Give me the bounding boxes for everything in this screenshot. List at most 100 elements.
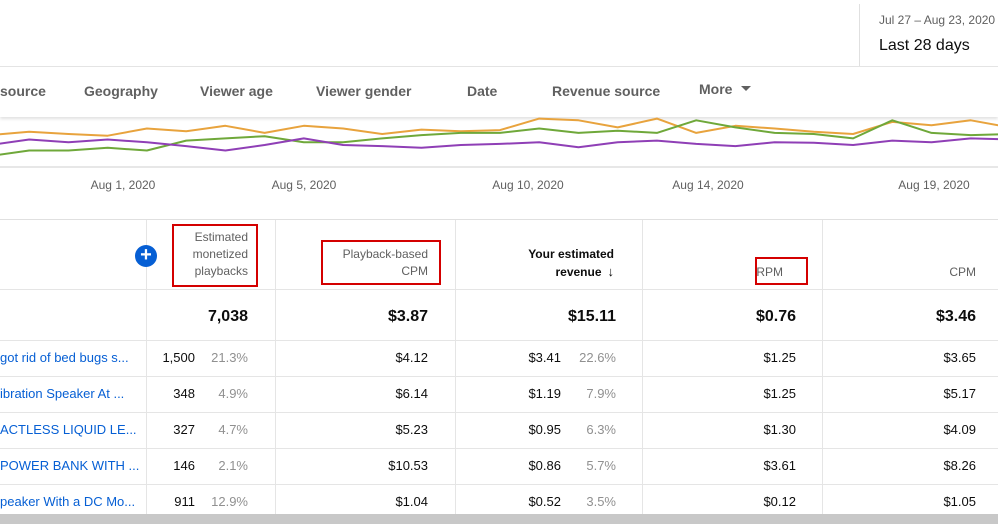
video-title-link[interactable]: ACTLESS LIQUID LE...: [0, 422, 137, 437]
playback-cpm-value: $10.53: [388, 458, 428, 473]
cpm-value: $5.17: [943, 386, 976, 401]
header-cpm[interactable]: CPM: [880, 264, 976, 281]
column-divider: [455, 220, 456, 515]
x-tick-label: Aug 1, 2020: [90, 178, 156, 192]
header-rpm[interactable]: RPM: [700, 264, 783, 281]
playbacks-percent: 4.7%: [218, 422, 248, 437]
table-row[interactable]: peaker With a DC Mo... 911 12.9% $1.04 $…: [0, 484, 998, 520]
header-line: Your estimated: [528, 247, 614, 261]
row-divider: [0, 376, 998, 377]
total-cpm: $3.46: [935, 308, 976, 325]
highlight-box: [755, 257, 808, 285]
x-tick-label: Aug 10, 2020: [492, 178, 564, 192]
header-line: Playback-based: [342, 247, 428, 261]
table-row[interactable]: POWER BANK WITH ... 146 2.1% $10.53 $0.8…: [0, 448, 998, 484]
table-row[interactable]: ACTLESS LIQUID LE... 327 4.7% $5.23 $0.9…: [0, 412, 998, 448]
playbacks-value: 911: [174, 494, 195, 509]
header-playback-based-cpm[interactable]: Playback-based CPM: [300, 246, 428, 280]
tab-viewer-gender[interactable]: Viewer gender: [316, 83, 412, 99]
revenue-value: $0.95: [528, 422, 561, 437]
tab-revenue-source[interactable]: Revenue source: [552, 83, 661, 99]
revenue-percent: 3.5%: [586, 494, 616, 509]
tab-traffic-source[interactable]: source: [0, 83, 46, 99]
playbacks-value: 327: [173, 422, 195, 437]
report-tabs: source Geography Viewer age Viewer gende…: [0, 67, 998, 117]
revenue-value: $1.19: [528, 386, 561, 401]
total-rpm: $0.76: [755, 308, 796, 325]
x-tick-label: Aug 19, 2020: [898, 178, 970, 192]
cpm-value: $3.65: [943, 350, 976, 365]
row-divider: [0, 412, 998, 413]
revenue-value: $0.52: [528, 494, 561, 509]
header-line: revenue: [555, 265, 602, 279]
row-divider: [0, 289, 998, 290]
row-divider: [0, 340, 998, 341]
header-line: playbacks: [194, 264, 248, 278]
rpm-value: $0.12: [763, 494, 796, 509]
cpm-value: $1.05: [943, 494, 976, 509]
video-title-link[interactable]: peaker With a DC Mo...: [0, 494, 136, 509]
row-divider: [0, 448, 998, 449]
header-estimated-monetized-playbacks[interactable]: Estimated monetized playbacks: [150, 229, 248, 280]
playbacks-percent: 4.9%: [218, 386, 248, 401]
column-divider: [146, 220, 147, 515]
date-preset-label: Last 28 days: [879, 37, 970, 54]
revenue-percent: 7.9%: [586, 386, 616, 401]
table-row[interactable]: got rid of bed bugs s... 1,500 21.3% $4.…: [0, 340, 998, 376]
top-bar: Jul 27 – Aug 23, 2020 Last 28 days: [0, 0, 998, 67]
column-divider: [275, 220, 276, 515]
header-line: RPM: [756, 265, 783, 279]
tab-viewer-age[interactable]: Viewer age: [200, 83, 273, 99]
x-tick-label: Aug 5, 2020: [271, 178, 337, 192]
revenue-percent: 5.7%: [586, 458, 616, 473]
series-line-2: [0, 137, 998, 152]
total-playbacks: 7,038: [207, 308, 248, 325]
rpm-value: $1.30: [763, 422, 796, 437]
playbacks-value: 146: [173, 458, 195, 473]
playback-cpm-value: $1.04: [395, 494, 428, 509]
header-estimated-revenue[interactable]: Your estimated revenue ↓: [470, 246, 614, 281]
tab-date[interactable]: Date: [467, 83, 498, 99]
highlight-box: [172, 224, 258, 287]
series-line-1: [0, 119, 998, 156]
header-line: CPM: [949, 265, 976, 279]
table-row[interactable]: ibration Speaker At ... 348 4.9% $6.14 $…: [0, 376, 998, 412]
chart-plot: [0, 117, 998, 168]
sort-descending-icon: ↓: [607, 264, 615, 279]
total-playback-cpm: $3.87: [387, 308, 428, 325]
playbacks-value: 1,500: [162, 350, 195, 365]
playbacks-percent: 12.9%: [211, 494, 248, 509]
playbacks-percent: 21.3%: [211, 350, 248, 365]
tab-more[interactable]: More: [699, 81, 752, 97]
add-metric-button[interactable]: +: [135, 245, 157, 267]
date-range-text: Jul 27 – Aug 23, 2020: [879, 13, 996, 27]
metrics-table: + Estimated monetized playbacks Playback…: [0, 219, 998, 525]
playback-cpm-value: $5.23: [395, 422, 428, 437]
rpm-value: $1.25: [763, 386, 796, 401]
video-title-link[interactable]: ibration Speaker At ...: [0, 386, 125, 401]
series-line-0: [0, 117, 998, 137]
tab-more-label: More: [699, 81, 733, 97]
line-chart: Aug 1, 2020 Aug 5, 2020 Aug 10, 2020 Aug…: [0, 117, 998, 217]
column-divider: [642, 220, 643, 515]
cpm-value: $8.26: [943, 458, 976, 473]
row-divider: [0, 484, 998, 485]
x-tick-label: Aug 14, 2020: [672, 178, 744, 192]
playback-cpm-value: $6.14: [395, 386, 428, 401]
playbacks-value: 348: [173, 386, 195, 401]
highlight-box: [321, 240, 441, 285]
total-revenue: $15.11: [567, 308, 616, 325]
revenue-value: $0.86: [528, 458, 561, 473]
video-title-link[interactable]: POWER BANK WITH ...: [0, 458, 140, 473]
horizontal-scrollbar[interactable]: [0, 514, 998, 524]
date-range-picker[interactable]: Jul 27 – Aug 23, 2020 Last 28 days: [859, 4, 998, 66]
revenue-percent: 6.3%: [586, 422, 616, 437]
playbacks-percent: 2.1%: [218, 458, 248, 473]
rpm-value: $1.25: [763, 350, 796, 365]
video-title-link[interactable]: got rid of bed bugs s...: [0, 350, 129, 365]
column-divider: [822, 220, 823, 515]
cpm-value: $4.09: [943, 422, 976, 437]
header-line: monetized: [192, 247, 248, 261]
tab-geography[interactable]: Geography: [84, 83, 158, 99]
revenue-value: $3.41: [528, 350, 561, 365]
